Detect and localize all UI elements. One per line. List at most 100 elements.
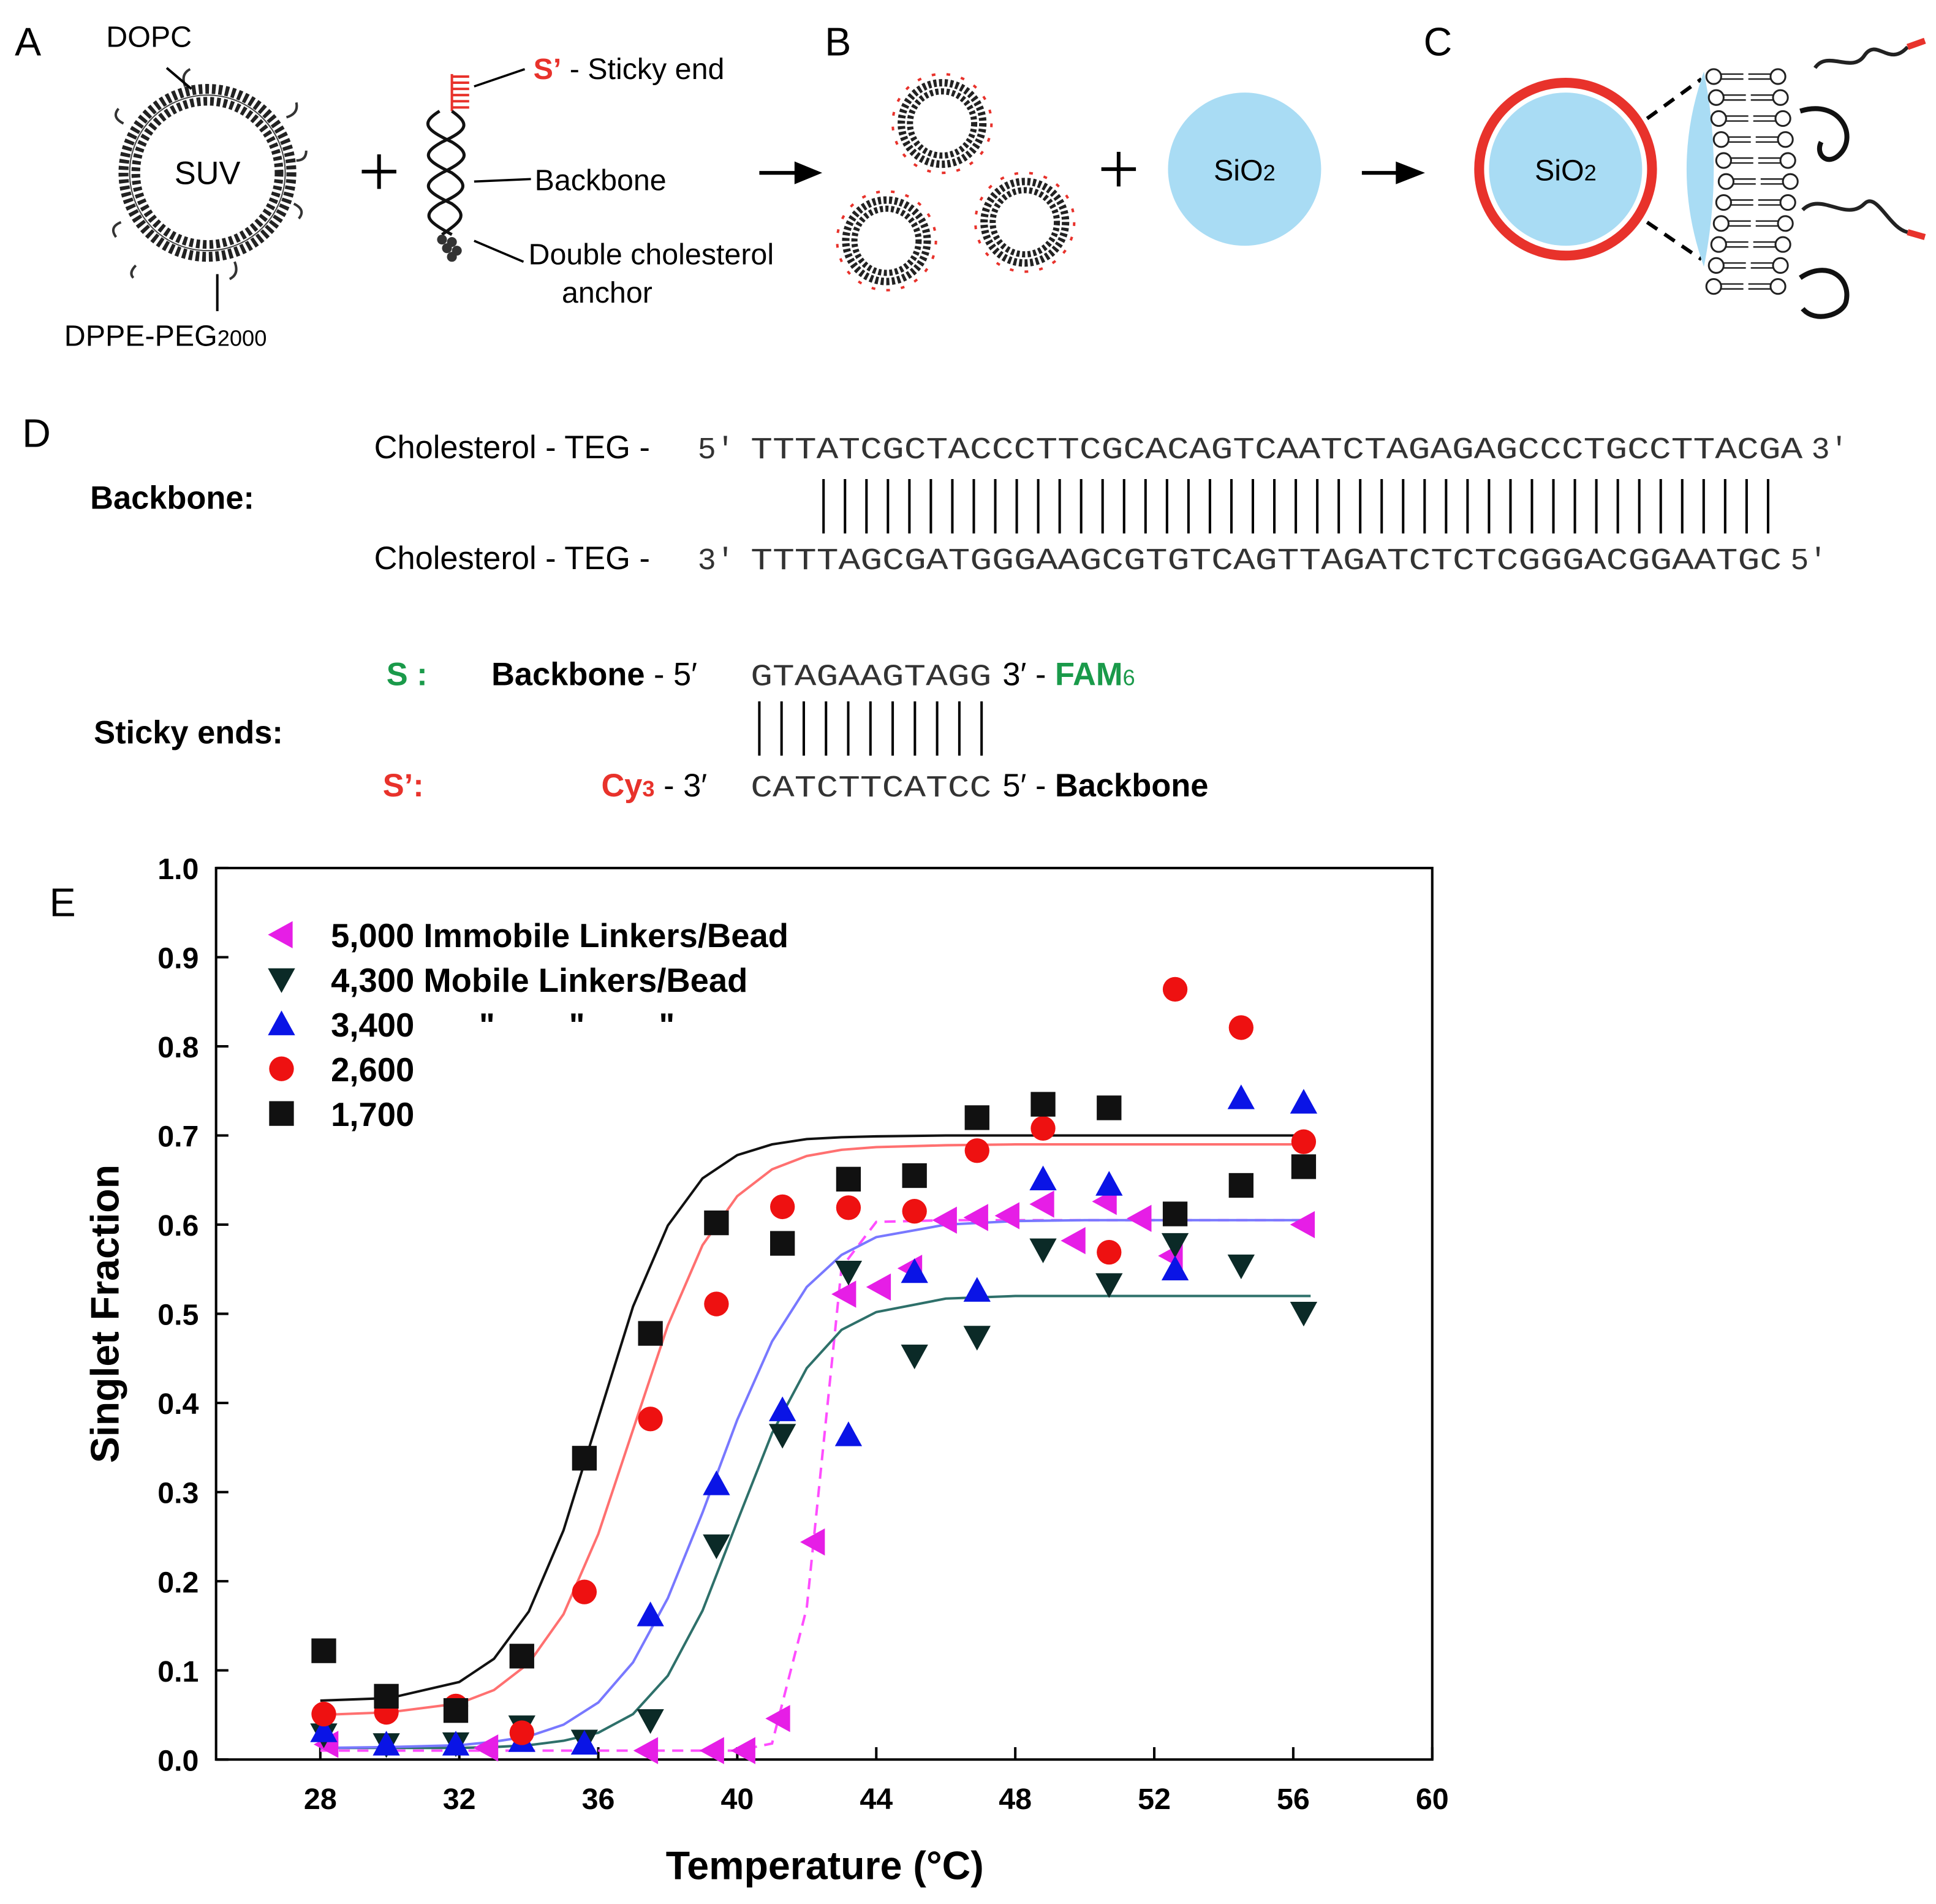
x-tick-label: 60: [1416, 1783, 1449, 1816]
sequence: GTAGAAGTAGG: [751, 660, 991, 695]
y-tick-label: 0.1: [157, 1655, 199, 1688]
marker: [633, 1737, 659, 1764]
strand: S’: Cy3 - 3′ CATCTTCATCC 5′ - Backbone: [383, 768, 1209, 806]
lipid-head: [1769, 68, 1787, 85]
y-tick-label: 0.3: [157, 1477, 199, 1510]
strand: Cholesterol - TEG - 5′ TTTATCGCTACCCTTCGC…: [374, 430, 1848, 468]
label: Backbone: [535, 164, 667, 197]
fit-line: [320, 1134, 1311, 1702]
label: 5′ -: [1002, 768, 1055, 804]
label: Backbone:: [90, 480, 254, 516]
fit-line: [320, 1218, 1311, 1752]
label: 3′: [698, 544, 735, 579]
marker: [1095, 1171, 1123, 1196]
x-tick-label: 52: [1138, 1783, 1171, 1816]
marker: [310, 1717, 338, 1742]
label: Sticky ends:: [94, 715, 283, 750]
label: Cholesterol - TEG -: [374, 541, 659, 576]
label: SiO: [1214, 154, 1263, 187]
marker: [901, 1344, 928, 1370]
sequence: CATCTTCATCC: [751, 771, 991, 806]
lipid-tail: [1723, 94, 1746, 101]
panel-label: E: [50, 881, 76, 925]
panel-label: C: [1424, 20, 1453, 64]
legend-marker: [269, 1101, 294, 1126]
marker: [1227, 1084, 1255, 1109]
marker: [902, 1163, 927, 1188]
lipid-head: [1782, 173, 1799, 190]
lipid-tail: [1750, 94, 1773, 101]
marker: [372, 1731, 400, 1756]
marker: [1162, 1201, 1188, 1226]
sequence: TTTTAGCGATGGGAAGCGTGTCAGTTAGATCTCTCGGGAC…: [751, 544, 1782, 579]
marker: [704, 1291, 729, 1317]
subscript: 2: [1263, 160, 1276, 185]
y-tick-label: 0.2: [157, 1566, 199, 1599]
lipid-head: [1710, 110, 1727, 127]
marker: [770, 1231, 795, 1256]
label: Cholesterol - TEG -: [374, 430, 659, 466]
marker: [572, 1579, 597, 1604]
marker: [1030, 1116, 1056, 1141]
lipid-tail: [1753, 115, 1776, 122]
legend-label: 3,400 " " ": [331, 1007, 675, 1044]
y-tick-label: 1.0: [157, 853, 199, 886]
legend-marker: [268, 968, 295, 993]
lipid-head: [1779, 194, 1796, 211]
label: DPPE-PEG: [64, 319, 217, 352]
lipid-head: [1715, 152, 1732, 169]
vesicles: [836, 72, 1076, 292]
marker: [866, 1273, 891, 1301]
subscript: 2: [1584, 160, 1597, 185]
arrow: [165, 67, 192, 90]
x-tick-label: 44: [860, 1783, 893, 1816]
label: Cy: [601, 768, 642, 804]
legend-marker: [268, 921, 293, 948]
dna: [1799, 268, 1850, 319]
marker: [1291, 1154, 1317, 1179]
marker: [1127, 1204, 1152, 1233]
marker: [964, 1138, 989, 1163]
marker: [1162, 977, 1188, 1002]
marker: [704, 1210, 729, 1236]
marker: [1228, 1173, 1253, 1198]
label: - 3′: [655, 768, 708, 804]
x-tick-label: 56: [1277, 1783, 1310, 1816]
subscript: 6: [1123, 665, 1135, 690]
strand: S : Backbone - 5′ GTAGAAGTAGG 3′ - FAM6: [387, 657, 1135, 695]
lipid-head: [1705, 68, 1722, 85]
lipid-head: [1777, 131, 1794, 148]
label: Backbone: [491, 657, 645, 693]
marker: [1029, 1190, 1054, 1218]
lipid-tail: [1753, 241, 1776, 248]
marker: [311, 1701, 336, 1727]
label: anchor: [562, 276, 652, 309]
marker: [768, 1424, 796, 1449]
arrow: [474, 68, 531, 263]
marker: [443, 1698, 469, 1723]
lipid-head: [1772, 89, 1789, 106]
y-axis-title: Singlet Fraction: [83, 1165, 127, 1463]
lipid-head: [1707, 257, 1725, 274]
sticky-end: [1906, 37, 1926, 50]
label: SiO2: [1535, 154, 1597, 187]
y-tick-label: 0.6: [157, 1209, 199, 1242]
marker: [1291, 1129, 1317, 1154]
linker-drawing: [426, 74, 469, 262]
sequence: TTTATCGCTACCCTTCGCACAGTCAATCTAGAGAGCCCTG…: [751, 433, 1803, 468]
marker: [964, 1105, 989, 1130]
lipid-tail: [1758, 157, 1781, 164]
lipid-head: [1707, 89, 1725, 106]
marker: [901, 1258, 928, 1283]
marker: [770, 1194, 795, 1220]
x-tick-label: 48: [999, 1783, 1032, 1816]
marker: [509, 1720, 534, 1745]
subscript: 3: [642, 776, 654, 801]
lipid-head: [1712, 131, 1730, 148]
label: S’: [534, 53, 562, 86]
label: - Sticky end: [561, 53, 724, 86]
lipid-tail: [1726, 115, 1749, 122]
marker: [836, 1166, 861, 1192]
lipid-tail: [1731, 157, 1753, 164]
marker: [834, 1261, 863, 1286]
